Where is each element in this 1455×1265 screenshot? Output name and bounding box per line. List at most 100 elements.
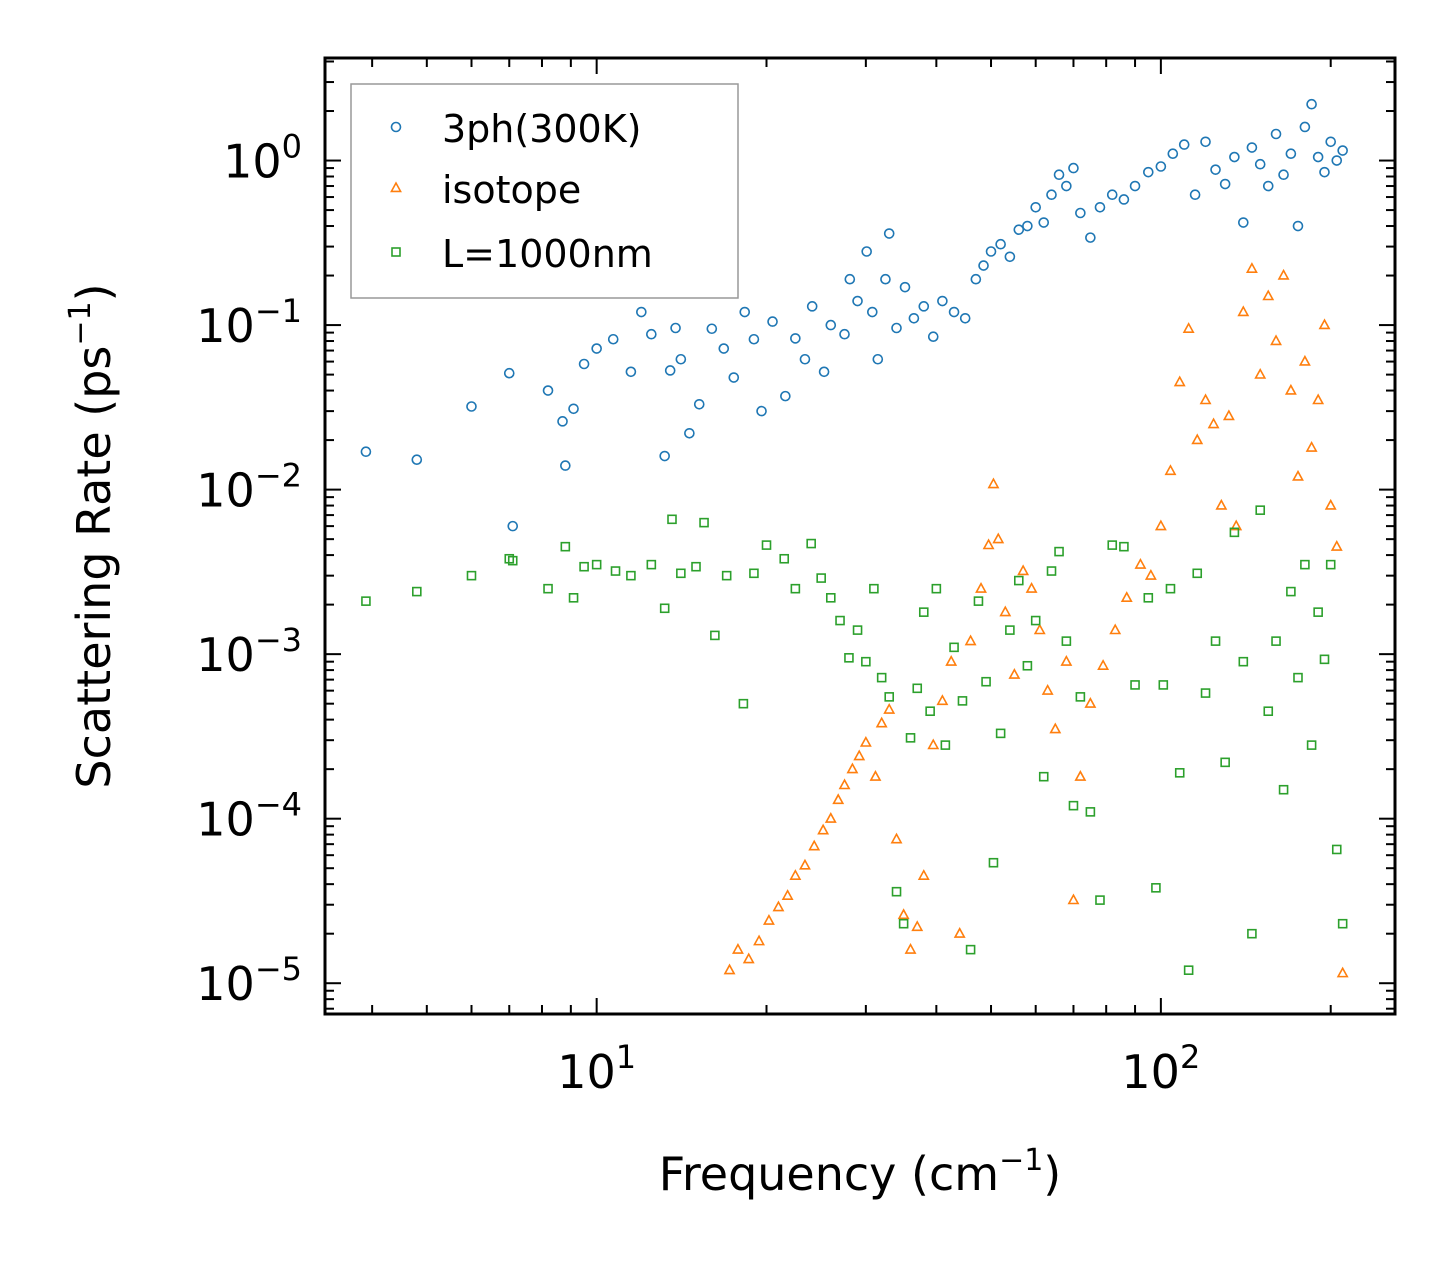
data-point — [1200, 136, 1211, 148]
data-point — [824, 812, 837, 823]
data-point — [625, 366, 637, 378]
data-point — [1306, 98, 1317, 110]
data-point — [360, 446, 372, 457]
data-point — [1284, 383, 1297, 395]
data-point — [1293, 672, 1303, 683]
data-point — [1189, 189, 1201, 201]
data-point — [1300, 559, 1310, 570]
y-tick-label: 10−2 — [196, 457, 302, 518]
data-point — [557, 416, 568, 427]
data-point — [1271, 636, 1281, 646]
data-point — [610, 566, 621, 576]
data-point — [975, 582, 987, 593]
data-point — [411, 454, 423, 465]
data-point — [1255, 505, 1266, 515]
y-tick-label: 10−1 — [196, 292, 302, 353]
data-point — [753, 934, 765, 946]
data-point — [806, 538, 816, 549]
data-point — [867, 306, 878, 318]
legend-label-3ph: 3ph(300K) — [442, 107, 641, 151]
data-point — [560, 460, 571, 471]
data-point — [861, 656, 871, 667]
data-point — [978, 260, 989, 271]
data-point — [859, 735, 872, 747]
data-point — [1017, 564, 1030, 576]
data-point — [1270, 334, 1282, 346]
data-point — [912, 683, 923, 694]
data-point — [911, 920, 924, 932]
data-point — [883, 702, 896, 714]
data-point — [1305, 440, 1318, 452]
data-point — [853, 749, 866, 761]
data-point — [835, 615, 845, 626]
data-point — [1298, 354, 1311, 366]
data-point — [1312, 151, 1324, 163]
data-point — [542, 385, 554, 396]
data-point — [844, 653, 854, 663]
data-point — [767, 316, 778, 327]
data-point — [948, 306, 960, 318]
data-point — [591, 343, 602, 354]
data-point — [1215, 498, 1228, 510]
legend-marker-circle — [390, 121, 402, 133]
series-0 — [360, 98, 1348, 532]
data-point — [1237, 305, 1250, 317]
data-point — [927, 738, 940, 750]
data-point — [799, 858, 811, 870]
data-point — [897, 908, 910, 920]
data-point — [1324, 498, 1337, 510]
data-point — [706, 323, 718, 335]
data-point — [959, 312, 971, 324]
data-point — [1286, 586, 1296, 597]
data-point — [718, 343, 730, 354]
data-point — [749, 568, 759, 579]
data-point — [1129, 180, 1141, 192]
data-point — [1210, 164, 1221, 175]
data-point — [937, 295, 948, 307]
legend-box — [350, 83, 739, 299]
legend-marker-square — [391, 247, 401, 257]
data-point — [1199, 393, 1212, 405]
x-tick-label: 102 — [1121, 1038, 1200, 1099]
data-point — [1262, 289, 1275, 301]
data-point — [918, 301, 930, 312]
data-point — [1068, 800, 1079, 811]
data-point — [987, 477, 1000, 489]
data-point — [1022, 220, 1033, 232]
plot-frame — [323, 56, 1397, 1016]
data-point — [1075, 207, 1086, 219]
data-point — [1173, 375, 1186, 387]
data-point — [875, 716, 888, 728]
data-point — [1053, 169, 1065, 181]
data-point — [676, 568, 686, 579]
data-point — [1049, 722, 1062, 734]
data-point — [1013, 224, 1025, 235]
data-point — [738, 698, 749, 709]
data-point — [659, 603, 670, 614]
data-point — [1038, 217, 1050, 228]
data-point — [646, 559, 657, 570]
data-point — [466, 570, 477, 581]
data-point — [1061, 180, 1072, 192]
data-point — [945, 655, 958, 666]
data-point — [1068, 162, 1079, 174]
data-point — [1085, 232, 1096, 243]
data-point — [1325, 136, 1337, 148]
data-point — [1277, 268, 1290, 280]
data-point — [728, 372, 740, 383]
data-point — [1319, 166, 1330, 178]
data-point — [1118, 194, 1130, 205]
data-point — [1084, 697, 1097, 708]
data-point — [1254, 158, 1266, 170]
data-point — [675, 353, 687, 365]
data-point — [825, 319, 837, 331]
data-point — [1337, 145, 1348, 156]
y-tick-label: 10−3 — [196, 621, 302, 682]
data-point — [560, 541, 571, 552]
data-point — [1270, 128, 1282, 140]
data-point — [1013, 575, 1024, 586]
data-point — [1247, 928, 1257, 939]
data-point — [981, 676, 991, 687]
data-point — [852, 295, 863, 307]
data-point — [1229, 527, 1240, 538]
